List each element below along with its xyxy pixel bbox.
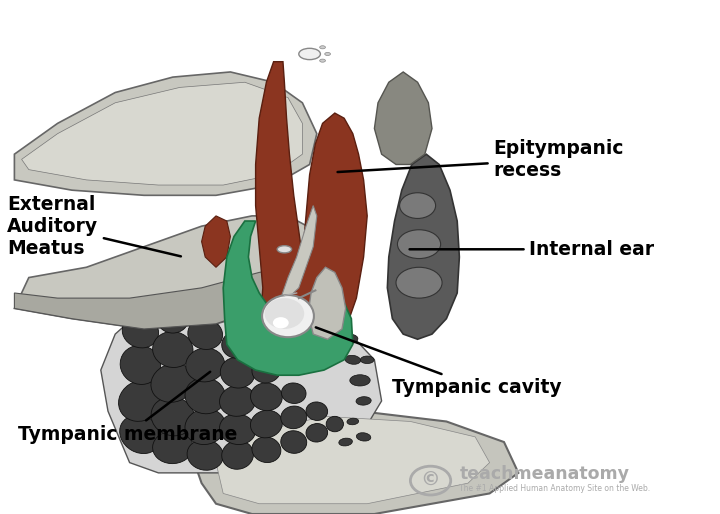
- Text: ©: ©: [420, 471, 441, 490]
- Polygon shape: [101, 298, 382, 473]
- Ellipse shape: [306, 424, 328, 442]
- Ellipse shape: [347, 418, 359, 425]
- Ellipse shape: [119, 380, 162, 421]
- Text: The #1 Applied Human Anatomy Site on the Web.: The #1 Applied Human Anatomy Site on the…: [459, 484, 650, 493]
- Polygon shape: [14, 216, 331, 329]
- Text: Internal ear: Internal ear: [410, 240, 654, 259]
- Ellipse shape: [281, 431, 307, 453]
- Ellipse shape: [222, 331, 253, 358]
- Ellipse shape: [325, 52, 330, 56]
- Polygon shape: [14, 72, 317, 195]
- Ellipse shape: [122, 315, 158, 348]
- Polygon shape: [14, 267, 288, 329]
- Ellipse shape: [265, 298, 305, 329]
- Ellipse shape: [400, 193, 436, 218]
- Ellipse shape: [350, 375, 370, 386]
- Polygon shape: [194, 411, 518, 514]
- Polygon shape: [202, 216, 230, 267]
- Ellipse shape: [120, 345, 161, 384]
- Ellipse shape: [220, 357, 255, 388]
- Ellipse shape: [185, 409, 225, 445]
- Ellipse shape: [356, 397, 372, 405]
- Ellipse shape: [326, 416, 343, 432]
- Ellipse shape: [277, 246, 292, 253]
- Ellipse shape: [306, 402, 328, 420]
- Ellipse shape: [397, 230, 441, 259]
- Ellipse shape: [320, 59, 325, 62]
- Ellipse shape: [153, 431, 193, 464]
- Polygon shape: [216, 416, 490, 504]
- Ellipse shape: [222, 440, 253, 469]
- Ellipse shape: [341, 334, 358, 344]
- Polygon shape: [223, 221, 353, 375]
- Ellipse shape: [262, 295, 314, 337]
- Ellipse shape: [339, 438, 352, 446]
- Ellipse shape: [186, 348, 225, 382]
- Ellipse shape: [220, 414, 256, 445]
- Ellipse shape: [187, 439, 223, 470]
- Ellipse shape: [153, 332, 193, 368]
- Text: Tympanic membrane: Tympanic membrane: [18, 372, 238, 444]
- Ellipse shape: [361, 356, 374, 363]
- Text: Epitympanic
recess: Epitympanic recess: [338, 139, 624, 180]
- Ellipse shape: [281, 406, 307, 429]
- Ellipse shape: [345, 355, 361, 364]
- Ellipse shape: [252, 357, 281, 383]
- Ellipse shape: [299, 48, 320, 60]
- Ellipse shape: [185, 378, 225, 414]
- Ellipse shape: [282, 383, 306, 403]
- Polygon shape: [256, 62, 367, 360]
- Text: Tympanic cavity: Tympanic cavity: [316, 327, 562, 397]
- Text: teachmeanatomy: teachmeanatomy: [459, 465, 629, 484]
- Ellipse shape: [151, 363, 194, 402]
- Ellipse shape: [356, 433, 371, 441]
- Ellipse shape: [251, 410, 282, 438]
- Polygon shape: [374, 72, 432, 164]
- Ellipse shape: [273, 317, 289, 328]
- Ellipse shape: [120, 415, 161, 453]
- Ellipse shape: [252, 437, 281, 463]
- Ellipse shape: [220, 386, 256, 416]
- Ellipse shape: [151, 397, 194, 436]
- Ellipse shape: [320, 46, 325, 49]
- Polygon shape: [281, 206, 317, 298]
- Ellipse shape: [251, 383, 282, 411]
- Polygon shape: [22, 82, 302, 185]
- Ellipse shape: [157, 304, 189, 333]
- Ellipse shape: [396, 267, 442, 298]
- Polygon shape: [308, 267, 346, 339]
- Polygon shape: [387, 154, 459, 339]
- Text: External
Auditory
Meatus: External Auditory Meatus: [7, 195, 181, 258]
- Ellipse shape: [188, 319, 222, 350]
